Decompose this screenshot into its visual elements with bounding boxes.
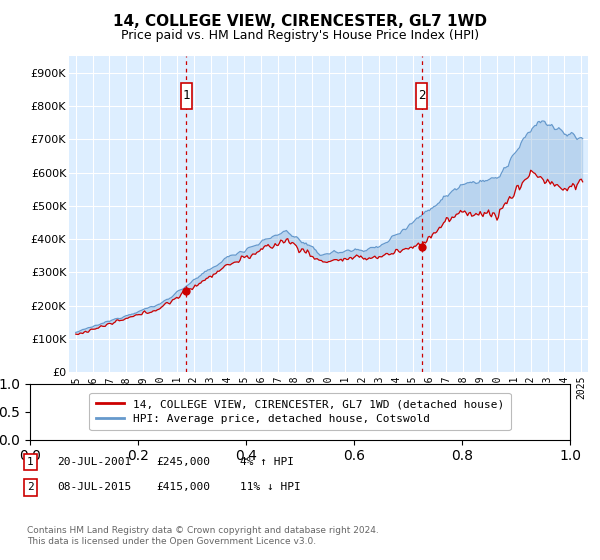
Text: Price paid vs. HM Land Registry's House Price Index (HPI): Price paid vs. HM Land Registry's House … — [121, 29, 479, 42]
Text: Contains HM Land Registry data © Crown copyright and database right 2024.
This d: Contains HM Land Registry data © Crown c… — [27, 526, 379, 546]
Text: £415,000: £415,000 — [156, 482, 210, 492]
Text: 2: 2 — [418, 90, 425, 102]
Text: 1: 1 — [27, 457, 34, 467]
Text: 4% ↑ HPI: 4% ↑ HPI — [240, 457, 294, 467]
Text: 11% ↓ HPI: 11% ↓ HPI — [240, 482, 301, 492]
Text: 1: 1 — [182, 90, 190, 102]
Text: 08-JUL-2015: 08-JUL-2015 — [57, 482, 131, 492]
Legend: 14, COLLEGE VIEW, CIRENCESTER, GL7 1WD (detached house), HPI: Average price, det: 14, COLLEGE VIEW, CIRENCESTER, GL7 1WD (… — [89, 393, 511, 431]
Text: 2: 2 — [27, 482, 34, 492]
Text: £245,000: £245,000 — [156, 457, 210, 467]
FancyBboxPatch shape — [416, 83, 427, 109]
FancyBboxPatch shape — [181, 83, 191, 109]
Text: 14, COLLEGE VIEW, CIRENCESTER, GL7 1WD: 14, COLLEGE VIEW, CIRENCESTER, GL7 1WD — [113, 14, 487, 29]
Text: 20-JUL-2001: 20-JUL-2001 — [57, 457, 131, 467]
